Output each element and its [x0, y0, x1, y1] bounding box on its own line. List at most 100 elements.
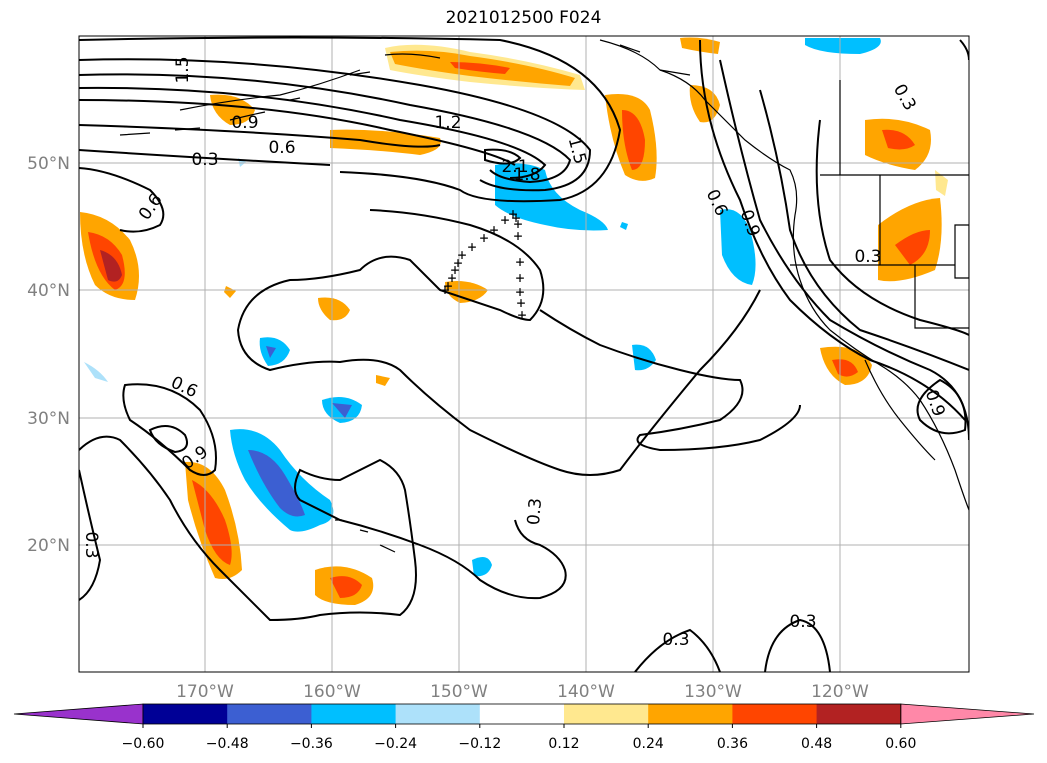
- contour-line: [79, 149, 331, 166]
- shade-region: [689, 85, 720, 123]
- shade-region: [450, 62, 510, 74]
- plus-marker: +: [457, 246, 466, 264]
- plus-marker: +: [479, 229, 488, 247]
- contour-label: 0.3: [524, 497, 546, 526]
- plus-marker: +: [517, 306, 526, 324]
- colorbar-tick-label: −0.60: [122, 736, 165, 752]
- shade-region: [318, 297, 350, 321]
- shade-region: [935, 170, 948, 196]
- contour-line: [79, 124, 441, 148]
- contour-label: 1.8: [513, 165, 540, 185]
- plus-marker: +: [453, 254, 462, 272]
- shade-region: [376, 375, 390, 386]
- colorbar: −0.60 −0.48 −0.36 −0.24 −0.12 0.12 0.24 0.36 0.4…: [13, 703, 1035, 752]
- colorbar-tick-label: 0.60: [885, 736, 916, 752]
- lon-tick-label: 130°W: [684, 682, 742, 702]
- contour-label: 0.9: [231, 113, 258, 133]
- lat-tick-label: 50°N: [27, 154, 70, 174]
- plus-marker: +: [515, 253, 524, 271]
- coastline: [820, 80, 969, 176]
- contour-label: 1.2: [434, 113, 461, 133]
- shade-region: [248, 450, 305, 517]
- contour-label: 0.3: [789, 612, 816, 632]
- contour-line: [764, 618, 831, 672]
- colorbar-tick-label: 0.12: [548, 736, 579, 752]
- contour-lines: [79, 36, 969, 672]
- colorbar-tick-label: −0.24: [374, 736, 417, 752]
- contour-label: 0.3: [191, 150, 218, 170]
- colorbar-segment: [143, 704, 228, 724]
- contour-line: [815, 119, 969, 336]
- contour-line: [699, 39, 966, 421]
- shaded-anomaly-layer: [80, 37, 948, 605]
- plus-marker: +: [440, 281, 449, 299]
- colorbar-tick-label: −0.12: [458, 736, 501, 752]
- contour-line: [79, 36, 622, 203]
- map-frame: [78, 35, 970, 673]
- shade-region: [224, 286, 236, 298]
- contour-line: [79, 58, 592, 192]
- contour-line: [634, 628, 721, 672]
- shade-region: [332, 403, 352, 418]
- contour-line: [79, 86, 547, 179]
- plus-marker: +: [511, 209, 520, 227]
- colorbar-segment: [648, 704, 733, 724]
- shade-region: [622, 110, 645, 170]
- colorbar-tick-label: 0.48: [801, 736, 832, 752]
- shade-region: [495, 163, 608, 231]
- contour-label: 1.5: [173, 56, 193, 83]
- contour-label: 0.3: [662, 630, 689, 650]
- colorbar-extend-high: [900, 703, 1035, 725]
- plus-marker: +: [516, 294, 525, 312]
- colorbar-frame: [142, 703, 902, 725]
- contour-line: [719, 59, 969, 441]
- shade-region: [632, 344, 656, 371]
- marker-layer: +++++ + + ++++++++++++: [440, 205, 526, 324]
- contour-line: [236, 209, 761, 476]
- plus-marker: +: [443, 277, 452, 295]
- lon-axis: 170°W 160°W 150°W 140°W 130°W 120°W: [176, 682, 869, 702]
- lat-tick-label: 20°N: [27, 536, 70, 556]
- plus-marker: +: [467, 238, 476, 256]
- colorbar-extend-low: [13, 703, 144, 725]
- contour-label: 0.3: [854, 247, 881, 267]
- coastline: [864, 359, 936, 461]
- colorbar-segment: [732, 704, 818, 724]
- contour-line: [759, 89, 969, 371]
- contour-line: [79, 469, 102, 601]
- contour-label: 0.6: [268, 138, 295, 158]
- shade-region: [720, 209, 756, 285]
- plus-marker: +: [447, 269, 456, 287]
- coastline: [599, 39, 969, 511]
- plus-marker: +: [513, 227, 522, 245]
- lon-tick-label: 170°W: [176, 682, 234, 702]
- plus-marker: +: [515, 283, 524, 301]
- shade-region: [445, 281, 488, 303]
- shade-region: [100, 250, 122, 282]
- shade-region: [882, 129, 915, 150]
- shade-region: [192, 480, 232, 565]
- lon-tick-label: 120°W: [811, 682, 869, 702]
- lat-tick-label: 40°N: [27, 281, 70, 301]
- colorbar-segment: [816, 704, 902, 724]
- colorbar-segment: [227, 704, 312, 724]
- plus-marker: +: [513, 215, 522, 233]
- colorbar-tick-label: −0.36: [290, 736, 333, 752]
- shade-region: [472, 556, 492, 577]
- plus-marker: +: [500, 211, 509, 229]
- colorbar-tick-label: 0.36: [717, 736, 748, 752]
- contour-line: [539, 309, 801, 452]
- contour-line: [148, 425, 188, 454]
- colorbar-segment: [479, 704, 565, 724]
- lon-tick-label: 150°W: [430, 682, 488, 702]
- colorbar-tick-label: 0.24: [633, 736, 664, 752]
- shade-region: [330, 576, 362, 598]
- contour-line: [79, 73, 572, 184]
- contour-line: [122, 383, 217, 476]
- shade-region: [330, 129, 441, 155]
- shade-region: [259, 337, 290, 366]
- shade-region: [266, 346, 276, 358]
- lat-tick-label: 30°N: [27, 409, 70, 429]
- lon-tick-label: 160°W: [303, 682, 361, 702]
- lat-axis: 50°N 40°N 30°N 20°N: [27, 154, 70, 556]
